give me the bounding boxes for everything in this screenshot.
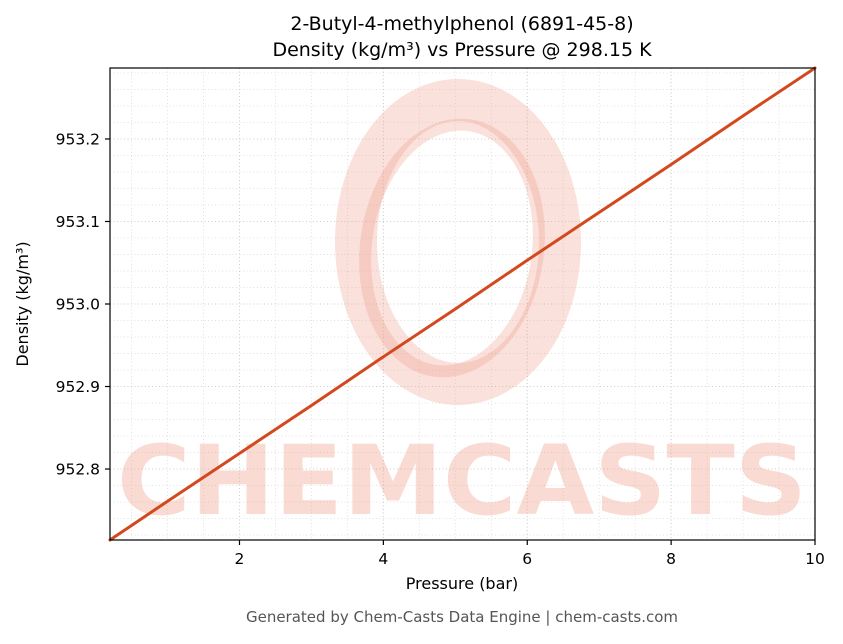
footer-credit: Generated by Chem-Casts Data Engine | ch… <box>246 608 678 626</box>
watermark: CHEMCASTS <box>117 79 807 537</box>
x-tick-label: 4 <box>378 550 388 568</box>
data-line-density <box>108 66 817 542</box>
x-tick-label: 8 <box>666 550 676 568</box>
x-tick-label: 10 <box>805 550 825 568</box>
y-axis-label: Density (kg/m³) <box>13 241 32 366</box>
x-axis-label: Pressure (bar) <box>406 574 518 593</box>
chart-title-line2: Density (kg/m³) vs Pressure @ 298.15 K <box>272 39 652 61</box>
y-tick-label: 953.0 <box>56 296 100 314</box>
x-tick-label: 2 <box>235 550 245 568</box>
y-tick-label: 953.1 <box>56 213 100 231</box>
watermark-ring-icon <box>335 79 581 405</box>
y-tick-label: 952.9 <box>56 378 100 396</box>
x-tick-label: 6 <box>522 550 532 568</box>
y-tick-label: 953.2 <box>56 130 100 148</box>
y-tick-label: 952.8 <box>56 461 100 479</box>
plot-area: CHEMCASTS 2 4 6 8 10 952.8 952.9 953.0 953.1 953.2 <box>56 66 825 568</box>
chart-title-line1: 2-Butyl-4-methylphenol (6891-45-8) <box>290 13 633 35</box>
watermark-ring-inner-icon <box>359 118 545 378</box>
watermark-text: CHEMCASTS <box>117 425 807 537</box>
